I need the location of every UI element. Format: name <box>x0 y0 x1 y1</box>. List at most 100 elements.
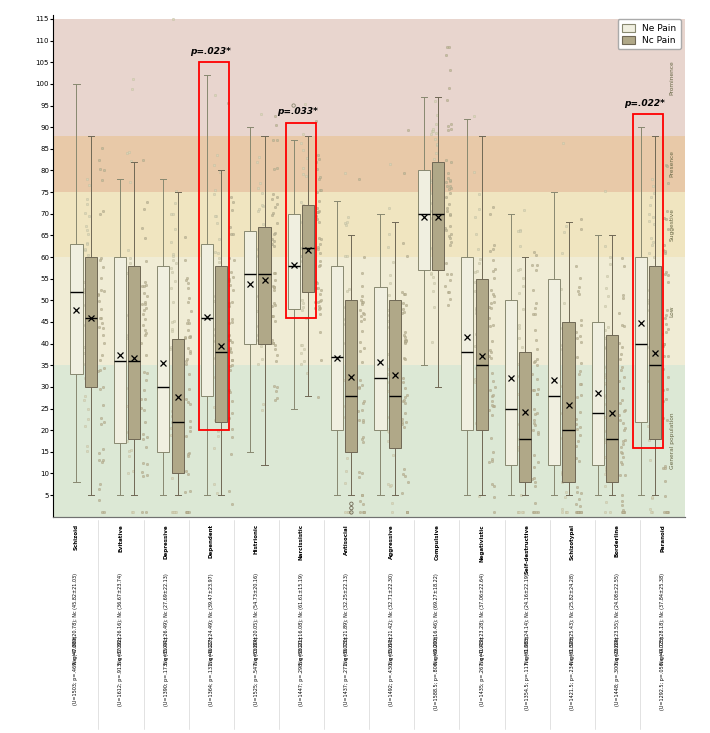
Point <box>486 479 498 490</box>
Point <box>383 435 394 447</box>
Point <box>169 224 180 235</box>
Point <box>268 281 279 293</box>
Point <box>342 507 354 518</box>
Point <box>266 209 278 221</box>
Point <box>616 252 628 264</box>
Point <box>599 480 611 492</box>
Point <box>268 133 279 145</box>
Point <box>165 262 177 273</box>
Point <box>185 425 196 437</box>
Point <box>470 211 481 223</box>
Point <box>469 166 480 178</box>
Point <box>527 259 538 270</box>
Point <box>488 480 500 492</box>
Point <box>185 305 196 317</box>
Point <box>430 147 442 158</box>
Point <box>530 297 542 309</box>
Point <box>268 235 280 246</box>
Point <box>311 163 322 175</box>
Point <box>126 325 137 336</box>
Point <box>181 507 192 518</box>
Point <box>209 89 221 100</box>
Point <box>531 507 542 518</box>
Point <box>125 284 136 296</box>
Point <box>473 490 484 502</box>
Point <box>399 334 410 346</box>
Point <box>271 119 282 131</box>
Point <box>300 267 311 279</box>
Point <box>562 376 573 388</box>
Point <box>605 388 616 399</box>
Point <box>297 281 309 292</box>
Point <box>513 287 525 298</box>
PathPatch shape <box>201 244 213 396</box>
Point <box>387 507 398 518</box>
Point <box>398 372 409 384</box>
Point <box>515 363 527 375</box>
Point <box>528 284 539 296</box>
Point <box>617 457 628 469</box>
Point <box>271 163 282 174</box>
Point <box>339 400 351 412</box>
Point <box>356 290 368 302</box>
Point <box>571 507 582 518</box>
Point <box>297 265 309 276</box>
Text: (U=1492; p=.430; g=0.013): (U=1492; p=.430; g=0.013) <box>389 636 394 706</box>
Point <box>341 403 352 415</box>
PathPatch shape <box>331 266 343 430</box>
Point <box>661 414 672 426</box>
Point <box>209 323 221 334</box>
Point <box>127 73 138 85</box>
Point <box>227 284 239 295</box>
Point <box>182 273 193 284</box>
Point <box>431 139 442 150</box>
Point <box>97 381 109 393</box>
Point <box>355 314 366 326</box>
Point <box>604 332 615 344</box>
Point <box>253 273 265 285</box>
Point <box>226 432 237 443</box>
Point <box>222 97 234 108</box>
Point <box>298 343 310 355</box>
Point <box>297 242 308 254</box>
Point <box>616 495 628 507</box>
Point <box>399 331 410 343</box>
Point <box>136 280 148 292</box>
Point <box>484 320 496 332</box>
Point <box>268 380 280 392</box>
Point <box>225 346 236 358</box>
Point <box>430 230 441 242</box>
Point <box>470 229 481 240</box>
Point <box>485 346 496 358</box>
Point <box>140 279 151 290</box>
Point <box>600 368 611 380</box>
Point <box>256 238 267 250</box>
Point <box>599 468 611 480</box>
Point <box>223 301 234 312</box>
Point <box>298 355 310 366</box>
Point <box>443 287 454 298</box>
Point <box>182 324 194 336</box>
Point <box>356 310 367 322</box>
Point <box>557 466 568 478</box>
Point <box>427 162 439 174</box>
Point <box>79 276 90 288</box>
Point <box>354 415 365 427</box>
Point <box>469 285 481 297</box>
Point <box>168 415 180 427</box>
Text: Paranoid: Paranoid <box>660 524 665 552</box>
Point <box>474 334 485 346</box>
Point <box>559 453 571 465</box>
Point <box>471 265 482 276</box>
Point <box>442 41 453 53</box>
Point <box>224 329 235 341</box>
Point <box>512 358 523 369</box>
Point <box>124 146 135 158</box>
Text: Ne (69.20±16.46); Nc (69.27±18.22): Ne (69.20±16.46); Nc (69.27±18.22) <box>435 573 439 664</box>
Point <box>660 507 672 518</box>
Point <box>402 507 413 518</box>
Point <box>251 155 263 167</box>
Point <box>575 330 586 342</box>
Point <box>646 291 657 303</box>
Point <box>212 430 224 442</box>
